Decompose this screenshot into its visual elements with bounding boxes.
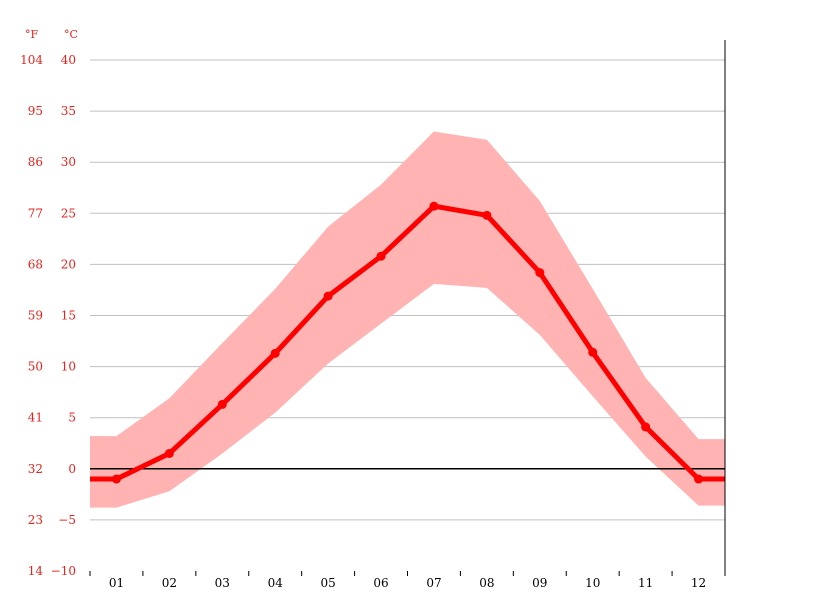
y-tick-label-celsius: −5 [58, 513, 76, 527]
axes [89, 40, 726, 576]
series-line [90, 203, 725, 482]
data-point [641, 422, 651, 432]
x-tick-label: 10 [585, 576, 600, 590]
x-tick-label: 04 [268, 576, 284, 590]
x-tick-label: 08 [479, 576, 494, 590]
data-point [323, 291, 333, 301]
data-point [429, 201, 439, 211]
y-tick-label-fahrenheit: 32 [28, 462, 43, 476]
data-point [535, 268, 545, 278]
data-point [217, 399, 227, 409]
data-point [270, 348, 280, 358]
x-tick-label: 09 [532, 576, 547, 590]
x-tick-label: 06 [373, 576, 388, 590]
x-tick-label: 12 [691, 576, 706, 590]
x-tick-label: 07 [426, 576, 441, 590]
y-tick-label-fahrenheit: 95 [28, 104, 43, 118]
y-tick-label-fahrenheit: 41 [28, 411, 43, 425]
x-tick-label: 03 [215, 576, 230, 590]
celsius-unit-label: °C [64, 28, 78, 41]
y-tick-label-celsius: 35 [61, 104, 76, 118]
y-tick-label-fahrenheit: 77 [28, 206, 43, 220]
y-tick-label-celsius: 15 [61, 309, 76, 323]
temperature-series [90, 201, 725, 484]
y-tick-label-celsius: 25 [61, 206, 76, 220]
data-point [694, 474, 704, 484]
y-tick-label-fahrenheit: 68 [28, 257, 43, 271]
y-tick-label-celsius: 5 [68, 411, 76, 425]
data-point [376, 251, 386, 261]
y-tick-label-celsius: 0 [68, 462, 76, 476]
x-tick-label: 01 [109, 576, 124, 590]
data-point [482, 210, 492, 220]
data-point [164, 448, 174, 458]
y-tick-label-celsius: 40 [61, 53, 76, 67]
y-tick-label-celsius: 20 [61, 257, 76, 271]
y-tick-label-fahrenheit: 104 [20, 53, 43, 67]
y-tick-label-fahrenheit: 86 [28, 155, 43, 169]
y-tick-label-celsius: −10 [51, 564, 76, 578]
y-tick-label-celsius: 10 [61, 360, 76, 374]
y-tick-label-fahrenheit: 59 [28, 309, 43, 323]
y-tick-label-fahrenheit: 23 [28, 513, 43, 527]
y-tick-label-celsius: 30 [61, 155, 76, 169]
data-point [588, 347, 598, 357]
x-tick-label: 05 [320, 576, 335, 590]
x-tick-label: 02 [162, 576, 177, 590]
fahrenheit-unit-label: °F [25, 28, 39, 41]
y-tick-label-fahrenheit: 50 [28, 360, 43, 374]
y-tick-label-fahrenheit: 14 [28, 564, 44, 578]
range-band-area [90, 131, 725, 508]
x-tick-label: 11 [638, 576, 653, 590]
temperature-range-band [90, 131, 725, 508]
data-point [111, 474, 121, 484]
tick-labels: °F °C 104 40 95 35 86 30 77 25 68 20 59 15 50 10 41 5 32… [20, 28, 706, 590]
